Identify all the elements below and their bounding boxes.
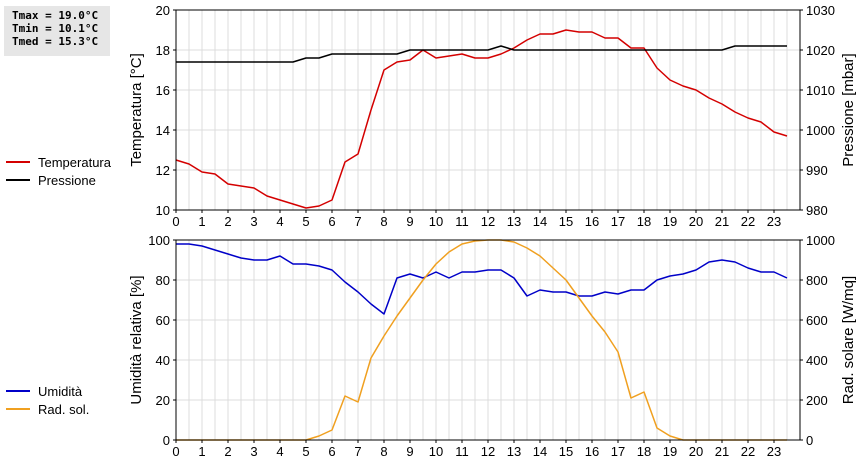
x-tick-label: 11: [455, 214, 469, 229]
x-tick-label: 5: [302, 444, 309, 459]
x-tick-label: 18: [637, 214, 651, 229]
series-line-1-1: [175, 29, 788, 209]
y-tick-label: 12: [156, 163, 170, 178]
x-tick-label: 0: [172, 444, 179, 459]
y2-tick-label: 800: [806, 273, 828, 288]
x-tick-label: 13: [507, 444, 521, 459]
x-tick-label: 15: [559, 444, 573, 459]
y-axis-label: Umidità relativa [%]: [128, 275, 145, 404]
stats-box: Tmax = 19.0°C Tmin = 10.1°C Tmed = 15.3°…: [4, 6, 110, 56]
x-tick-label: 9: [406, 444, 413, 459]
x-tick-label: 12: [481, 214, 495, 229]
x-tick-label: 1: [198, 214, 205, 229]
y2-tick-label: 980: [806, 203, 828, 218]
y2-tick-label: 1020: [806, 43, 835, 58]
y-tick-label: 16: [156, 83, 170, 98]
x-tick-label: 11: [455, 444, 469, 459]
y2-tick-label: 600: [806, 313, 828, 328]
legend-label: Rad. sol.: [38, 402, 89, 417]
y-tick-label: 20: [156, 393, 170, 408]
x-tick-label: 16: [585, 444, 599, 459]
y2-tick-label: 1000: [806, 233, 835, 248]
x-tick-label: 19: [663, 214, 677, 229]
y-tick-label: 18: [156, 43, 170, 58]
x-tick-label: 17: [611, 214, 625, 229]
y-tick-label: 20: [156, 3, 170, 18]
x-tick-label: 8: [380, 444, 387, 459]
x-tick-label: 15: [559, 214, 573, 229]
x-tick-label: 21: [715, 444, 729, 459]
x-tick-label: 22: [741, 214, 755, 229]
tmin-text: Tmin = 10.1°C: [12, 22, 99, 35]
series-line-1-2: [176, 45, 787, 63]
x-tick-label: 4: [276, 214, 283, 229]
y2-tick-label: 400: [806, 353, 828, 368]
x-tick-label: 3: [250, 444, 257, 459]
legend-label: Temperatura: [38, 155, 112, 170]
x-tick-label: 3: [250, 214, 257, 229]
x-tick-label: 20: [689, 214, 703, 229]
x-tick-label: 17: [611, 444, 625, 459]
x-tick-label: 16: [585, 214, 599, 229]
y2-tick-label: 1000: [806, 123, 835, 138]
x-tick-label: 10: [429, 214, 443, 229]
y2-tick-label: 0: [806, 433, 813, 448]
x-tick-label: 6: [328, 214, 335, 229]
y-tick-label: 14: [156, 123, 170, 138]
legend-label: Umidità: [38, 384, 83, 399]
x-tick-label: 20: [689, 444, 703, 459]
x-tick-label: 7: [354, 214, 361, 229]
series-line-2-1: [176, 243, 788, 315]
y-tick-label: 80: [156, 273, 170, 288]
y2-axis-label: Pressione [mbar]: [840, 53, 857, 166]
x-tick-label: 12: [481, 444, 495, 459]
x-tick-label: 7: [354, 444, 361, 459]
y-axis-label: Temperatura [°C]: [128, 53, 145, 167]
x-tick-label: 21: [715, 214, 729, 229]
y-tick-label: 0: [163, 433, 170, 448]
x-tick-label: 18: [637, 444, 651, 459]
x-tick-label: 0: [172, 214, 179, 229]
tmed-text: Tmed = 15.3°C: [12, 35, 99, 48]
x-tick-label: 4: [276, 444, 283, 459]
y-tick-label: 60: [156, 313, 170, 328]
y2-tick-label: 1030: [806, 3, 835, 18]
x-tick-label: 2: [224, 214, 231, 229]
x-tick-label: 14: [533, 444, 547, 459]
x-tick-label: 22: [741, 444, 755, 459]
x-tick-label: 10: [429, 444, 443, 459]
x-tick-label: 8: [380, 214, 387, 229]
x-tick-label: 23: [767, 214, 781, 229]
y2-tick-label: 1010: [806, 83, 835, 98]
y2-tick-label: 990: [806, 163, 828, 178]
y-tick-label: 10: [156, 203, 170, 218]
y2-axis-label: Rad. solare [W/mq]: [840, 276, 857, 404]
x-tick-label: 19: [663, 444, 677, 459]
y-tick-label: 100: [148, 233, 170, 248]
y-tick-label: 40: [156, 353, 170, 368]
x-tick-label: 23: [767, 444, 781, 459]
tmax-text: Tmax = 19.0°C: [12, 9, 99, 22]
x-tick-label: 1: [198, 444, 205, 459]
x-tick-label: 5: [302, 214, 309, 229]
x-tick-label: 13: [507, 214, 521, 229]
y2-tick-label: 200: [806, 393, 828, 408]
legend-label: Pressione: [38, 173, 96, 188]
x-tick-label: 6: [328, 444, 335, 459]
x-tick-label: 2: [224, 444, 231, 459]
x-tick-label: 9: [406, 214, 413, 229]
x-tick-label: 14: [533, 214, 547, 229]
